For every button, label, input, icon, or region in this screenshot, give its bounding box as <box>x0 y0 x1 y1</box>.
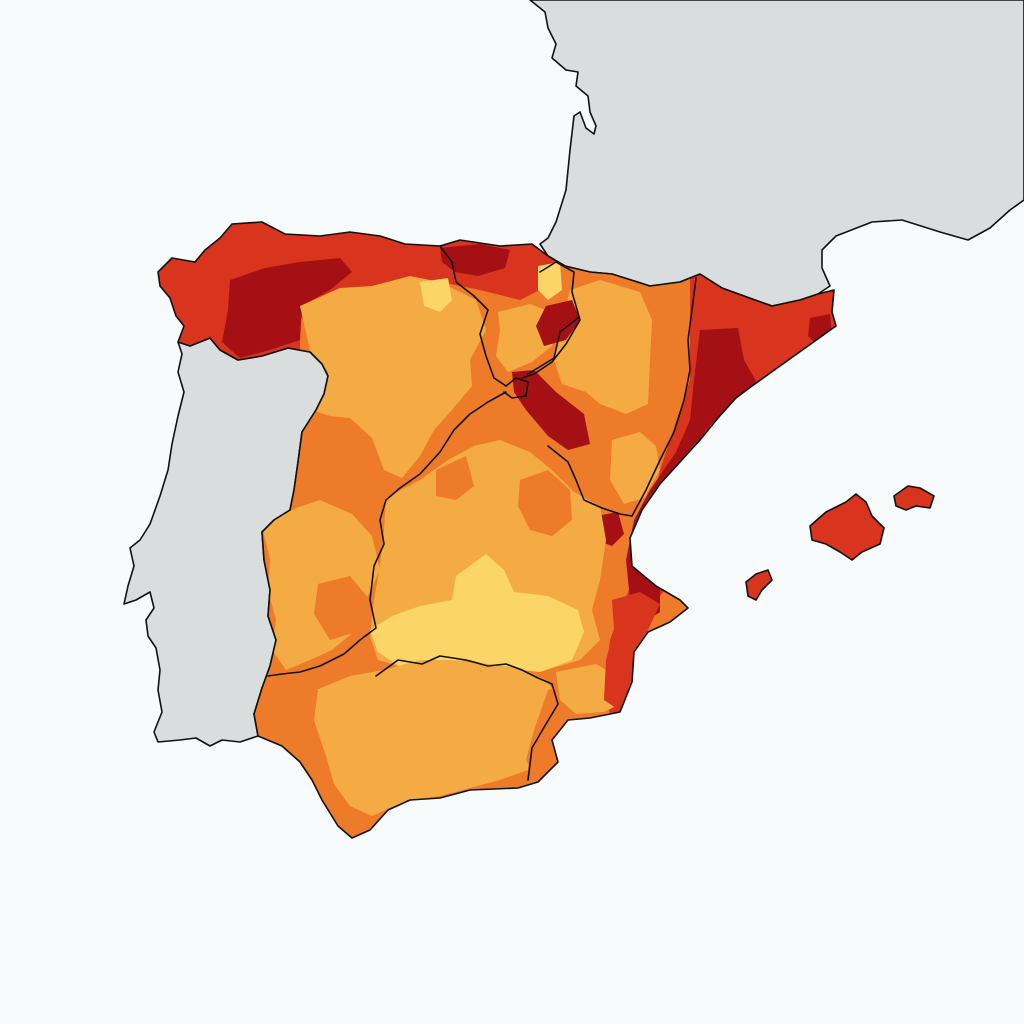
navarra-yellow <box>538 262 562 300</box>
border-navarra <box>521 261 581 379</box>
navarra-dark <box>536 300 580 346</box>
border-madrid-knot <box>503 377 529 399</box>
border-ext-clm <box>267 499 387 677</box>
andalusia <box>312 660 560 816</box>
castilla-la-mancha-core <box>370 554 584 672</box>
castilla-y-leon <box>300 276 486 478</box>
border-cyl-east <box>439 245 507 387</box>
ebro-strip <box>512 370 590 450</box>
border-aragon-valencia <box>547 445 633 517</box>
menorca <box>893 485 935 511</box>
ibiza <box>745 569 773 601</box>
madrid-area <box>518 470 572 536</box>
extremadura-south <box>314 576 370 640</box>
border-andalusia-north <box>375 655 559 781</box>
basque-region <box>440 244 510 276</box>
catalonia-inland <box>626 328 760 620</box>
spain-coastline <box>157 221 837 839</box>
border-clm-north <box>385 391 507 501</box>
andalusia-west <box>256 680 356 838</box>
valencia-south <box>604 592 660 712</box>
galicia-inland <box>222 258 352 358</box>
murcia <box>556 664 620 714</box>
border-aragon-west <box>527 317 579 375</box>
cuenca-area <box>436 456 474 500</box>
internal-borders <box>267 245 697 781</box>
mallorca <box>809 493 885 561</box>
border-aragon-east <box>631 277 697 517</box>
cyl-highlight <box>420 278 452 312</box>
